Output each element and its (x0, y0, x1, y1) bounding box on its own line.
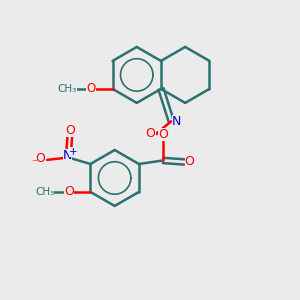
Text: +: + (69, 147, 78, 157)
Text: ⁻: ⁻ (31, 158, 37, 168)
Text: O: O (64, 184, 74, 198)
Text: O: O (158, 128, 168, 141)
Text: CH₃: CH₃ (35, 187, 54, 197)
Text: O: O (36, 152, 46, 165)
Text: N: N (172, 116, 181, 128)
Text: CH₃: CH₃ (57, 84, 76, 94)
Text: N: N (63, 149, 73, 162)
Text: O: O (86, 82, 96, 95)
Text: O: O (146, 127, 156, 140)
Text: O: O (65, 124, 75, 136)
Text: O: O (184, 155, 194, 168)
